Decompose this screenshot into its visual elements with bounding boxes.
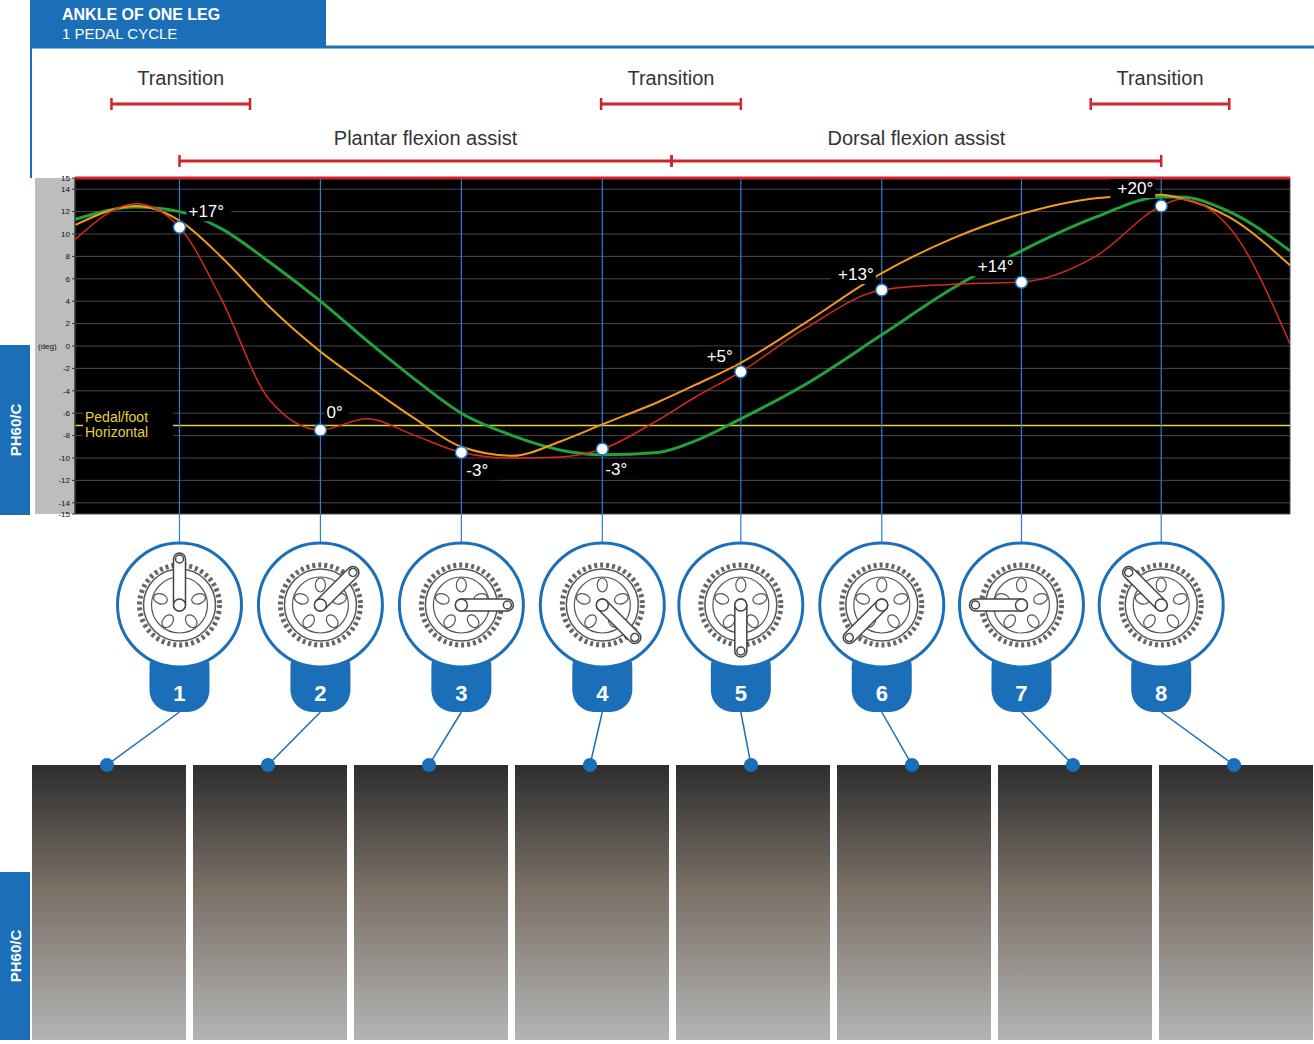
svg-text:Horizontal: Horizontal bbox=[85, 424, 148, 440]
svg-text:2: 2 bbox=[314, 681, 326, 706]
svg-text:8: 8 bbox=[66, 252, 71, 261]
svg-text:+5°: +5° bbox=[707, 347, 733, 366]
svg-text:Transition: Transition bbox=[137, 67, 224, 89]
svg-text:14: 14 bbox=[61, 185, 70, 194]
svg-text:-14: -14 bbox=[58, 499, 70, 508]
svg-text:0: 0 bbox=[66, 342, 71, 351]
svg-text:6: 6 bbox=[876, 681, 888, 706]
svg-text:4: 4 bbox=[66, 297, 71, 306]
svg-text:1 PEDAL CYCLE: 1 PEDAL CYCLE bbox=[62, 25, 177, 42]
svg-text:+17°: +17° bbox=[188, 202, 224, 221]
svg-text:-3°: -3° bbox=[605, 460, 627, 479]
svg-text:4: 4 bbox=[596, 681, 609, 706]
svg-text:0°: 0° bbox=[326, 403, 342, 422]
svg-text:7: 7 bbox=[1015, 681, 1027, 706]
svg-text:-15: -15 bbox=[58, 510, 70, 518]
svg-text:Plantar flexion assist: Plantar flexion assist bbox=[334, 127, 518, 149]
svg-text:15: 15 bbox=[61, 174, 70, 183]
svg-text:6: 6 bbox=[66, 275, 71, 284]
svg-text:5: 5 bbox=[735, 681, 747, 706]
svg-text:Transition: Transition bbox=[1116, 67, 1203, 89]
svg-text:-12: -12 bbox=[58, 476, 70, 485]
svg-text:-6: -6 bbox=[63, 409, 71, 418]
svg-text:+14°: +14° bbox=[978, 257, 1014, 276]
svg-text:10: 10 bbox=[61, 230, 70, 239]
svg-text:PH60/C: PH60/C bbox=[7, 930, 24, 983]
svg-text:+13°: +13° bbox=[838, 265, 874, 284]
svg-text:Transition: Transition bbox=[627, 67, 714, 89]
svg-text:Dorsal flexion assist: Dorsal flexion assist bbox=[827, 127, 1005, 149]
svg-text:Pedal/foot: Pedal/foot bbox=[85, 409, 148, 425]
svg-text:-2: -2 bbox=[63, 364, 71, 373]
svg-text:(deg): (deg) bbox=[38, 342, 57, 351]
svg-text:1: 1 bbox=[173, 681, 185, 706]
svg-text:12: 12 bbox=[61, 207, 70, 216]
svg-text:ANKLE OF ONE LEG: ANKLE OF ONE LEG bbox=[62, 6, 220, 23]
svg-text:3: 3 bbox=[455, 681, 467, 706]
svg-text:-4: -4 bbox=[63, 387, 71, 396]
svg-text:-8: -8 bbox=[63, 431, 71, 440]
svg-text:2: 2 bbox=[66, 319, 71, 328]
svg-text:-10: -10 bbox=[58, 454, 70, 463]
svg-text:-3°: -3° bbox=[466, 461, 488, 480]
svg-text:+20°: +20° bbox=[1118, 179, 1154, 198]
svg-text:PH60/C: PH60/C bbox=[7, 404, 24, 457]
svg-text:8: 8 bbox=[1155, 681, 1167, 706]
